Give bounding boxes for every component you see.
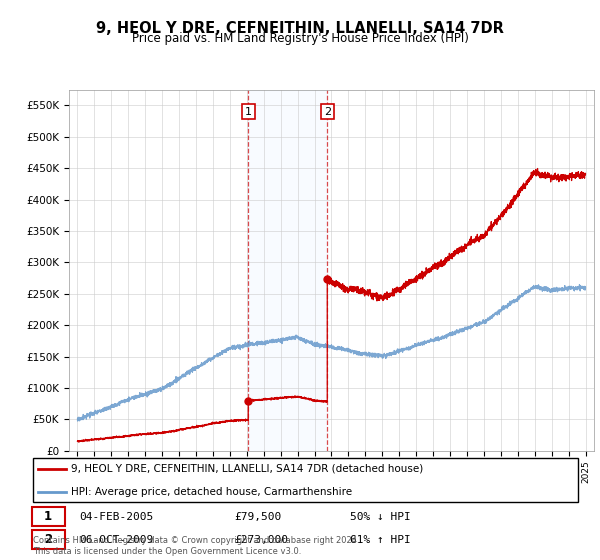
Text: 9, HEOL Y DRE, CEFNEITHIN, LLANELLI, SA14 7DR (detached house): 9, HEOL Y DRE, CEFNEITHIN, LLANELLI, SA1… — [71, 464, 424, 474]
Text: 61% ↑ HPI: 61% ↑ HPI — [350, 535, 411, 545]
Bar — [248, 90, 327, 451]
Text: 2: 2 — [44, 534, 52, 547]
Text: 1: 1 — [44, 510, 52, 523]
Text: 2: 2 — [324, 106, 331, 116]
FancyBboxPatch shape — [33, 458, 578, 502]
Text: Contains HM Land Registry data © Crown copyright and database right 2024.
This d: Contains HM Land Registry data © Crown c… — [33, 536, 359, 556]
Text: £273,000: £273,000 — [234, 535, 288, 545]
FancyBboxPatch shape — [32, 507, 65, 526]
Text: £79,500: £79,500 — [234, 512, 281, 521]
Text: HPI: Average price, detached house, Carmarthenshire: HPI: Average price, detached house, Carm… — [71, 487, 353, 497]
Text: 06-OCT-2009: 06-OCT-2009 — [80, 535, 154, 545]
Text: 9, HEOL Y DRE, CEFNEITHIN, LLANELLI, SA14 7DR: 9, HEOL Y DRE, CEFNEITHIN, LLANELLI, SA1… — [96, 21, 504, 36]
Text: 1: 1 — [245, 106, 252, 116]
Text: 50% ↓ HPI: 50% ↓ HPI — [350, 512, 411, 521]
Text: 04-FEB-2005: 04-FEB-2005 — [80, 512, 154, 521]
FancyBboxPatch shape — [32, 530, 65, 549]
Text: Price paid vs. HM Land Registry's House Price Index (HPI): Price paid vs. HM Land Registry's House … — [131, 32, 469, 45]
